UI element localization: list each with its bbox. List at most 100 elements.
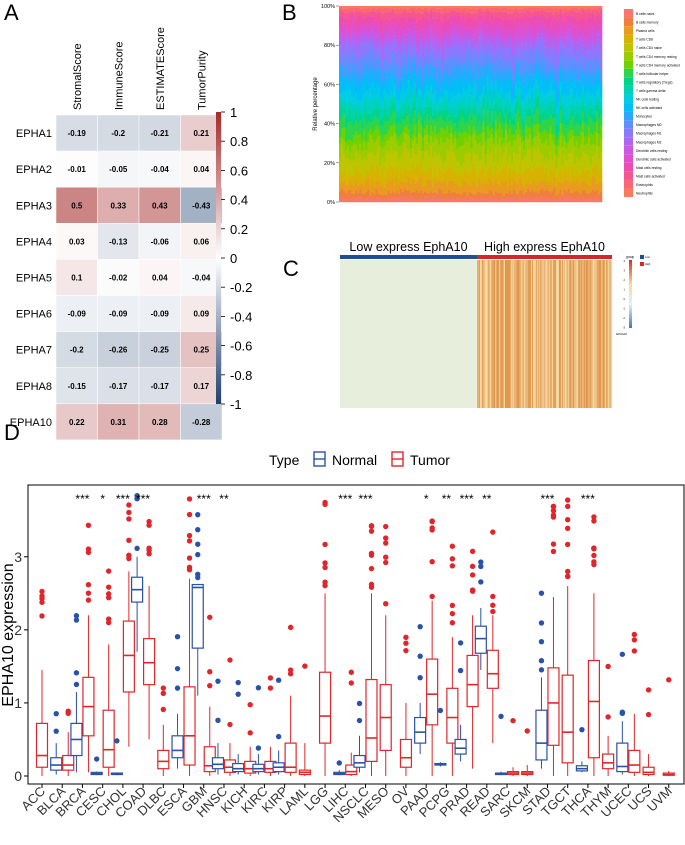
stacked-bar-segment: [569, 87, 572, 103]
stacked-bar-segment: [470, 94, 473, 108]
stacked-bar-segment: [575, 12, 579, 21]
stacked-bar-segment: [454, 137, 457, 156]
stacked-bar-segment: [510, 134, 514, 146]
stacked-bar-segment: [341, 43, 344, 57]
tumor-outlier: [267, 675, 274, 681]
tumor-outlier: [510, 717, 516, 724]
legend-swatch: [624, 85, 633, 95]
stacked-bar-segment: [531, 33, 534, 39]
stacked-bar-segment: [559, 42, 562, 53]
stacked-bar-segment: [428, 98, 431, 108]
stacked-bar-segment: [363, 23, 366, 32]
stacked-bar-segment: [421, 68, 425, 84]
stacked-bar-segment: [373, 16, 376, 23]
stacked-bar-segment: [500, 129, 504, 145]
stacked-bar-segment: [525, 29, 528, 36]
stacked-bar-segment: [448, 12, 451, 19]
legend-label: B cells naive: [636, 12, 655, 16]
stacked-bar-segment: [389, 117, 392, 126]
stacked-bar-segment: [595, 197, 599, 203]
stacked-bar-segment: [428, 6, 431, 10]
stacked-bar-segment: [571, 89, 574, 96]
stacked-bar-segment: [411, 17, 415, 23]
stacked-bar-segment: [405, 34, 409, 41]
stacked-bar-segment: [484, 183, 487, 194]
stacked-bar-segment: [345, 127, 348, 142]
stacked-bar-segment: [371, 132, 374, 141]
legend-label: Neutrophils: [636, 192, 653, 196]
tumor-outlier: [645, 711, 652, 718]
stacked-bar-segment: [353, 119, 356, 125]
tumor-outlier: [186, 538, 193, 544]
stacked-bar-segment: [490, 88, 494, 100]
stacked-bar-segment: [515, 153, 518, 175]
stacked-bar-segment: [405, 182, 409, 191]
stacked-bar-segment: [599, 151, 603, 170]
stacked-bar-segment: [470, 13, 473, 20]
stacked-bar-segment: [494, 191, 498, 199]
stacked-bar-segment: [492, 13, 496, 21]
stacked-bar-segment: [599, 125, 603, 140]
stacked-bar-segment: [478, 113, 481, 121]
stacked-bar-segment: [434, 18, 437, 23]
stacked-bar-segment: [476, 63, 479, 81]
heatmap-cell-label: 0.28: [152, 418, 168, 427]
stacked-bar-segment: [428, 156, 431, 168]
stacked-bar-segment: [515, 182, 518, 194]
stacked-bar-segment: [541, 37, 544, 54]
stacked-bar-segment: [484, 164, 487, 176]
stacked-bar-segment: [557, 84, 560, 102]
stacked-bar-segment: [377, 67, 380, 76]
stacked-bar-segment: [357, 11, 360, 17]
stacked-bar-segment: [496, 163, 500, 174]
heatmap-stripe: [571, 260, 573, 408]
heatmap-cell-label: 0.1: [71, 273, 83, 282]
stacked-bar-segment: [375, 41, 378, 51]
y-axis-tick-label: 0: [14, 768, 22, 784]
stacked-bar-segment: [371, 95, 374, 107]
significance-label: ***: [75, 492, 89, 506]
stacked-bar-segment: [549, 199, 552, 203]
stacked-bar-segment: [353, 160, 356, 177]
legend-swatch: [624, 17, 633, 27]
stacked-bar-segment: [381, 100, 384, 110]
stacked-bar-segment: [468, 152, 471, 173]
heatmap-cell: [55, 403, 98, 441]
stacked-bar-segment: [504, 146, 508, 166]
stacked-bar-segment: [589, 18, 593, 27]
stacked-bar-segment: [462, 15, 465, 22]
stacked-bar-segment: [549, 11, 552, 16]
stacked-bar-segment: [391, 191, 394, 199]
legend-swatch: [624, 26, 633, 35]
stacked-bar-segment: [543, 58, 546, 73]
stacked-bar-segment: [555, 199, 558, 203]
stacked-bar-segment: [377, 22, 380, 31]
legend-swatch: [624, 94, 633, 103]
tumor-outlier: [383, 535, 389, 541]
colorbar-tick-label: -0.6: [230, 339, 252, 354]
stacked-bar-segment: [464, 138, 467, 154]
stacked-bar-segment: [583, 172, 587, 182]
stacked-bar-segment: [581, 56, 585, 71]
stacked-bar-segment: [523, 187, 526, 194]
stacked-bar-segment: [411, 191, 415, 198]
stacked-bar-segment: [535, 21, 538, 34]
stacked-bar-segment: [585, 169, 589, 184]
stacked-bar-segment: [462, 37, 465, 43]
stacked-bar-segment: [490, 56, 494, 65]
heatmap-cell: [180, 331, 223, 368]
stacked-bar-segment: [591, 8, 595, 11]
stacked-bar-segment: [535, 99, 538, 110]
stacked-bar-segment: [591, 10, 595, 15]
stacked-bar-segment: [345, 30, 348, 36]
stacked-bar-segment: [421, 38, 425, 48]
stacked-bar-segment: [385, 141, 388, 151]
stacked-bar-segment: [413, 22, 417, 27]
stacked-bar-segment: [377, 119, 380, 130]
stacked-bar-segment: [597, 24, 601, 31]
stacked-bar-segment: [440, 88, 443, 97]
stacked-bar-segment: [494, 17, 498, 28]
stacked-bar-segment: [492, 137, 496, 144]
stacked-bar-segment: [417, 73, 421, 88]
stacked-bar-segment: [345, 75, 348, 92]
